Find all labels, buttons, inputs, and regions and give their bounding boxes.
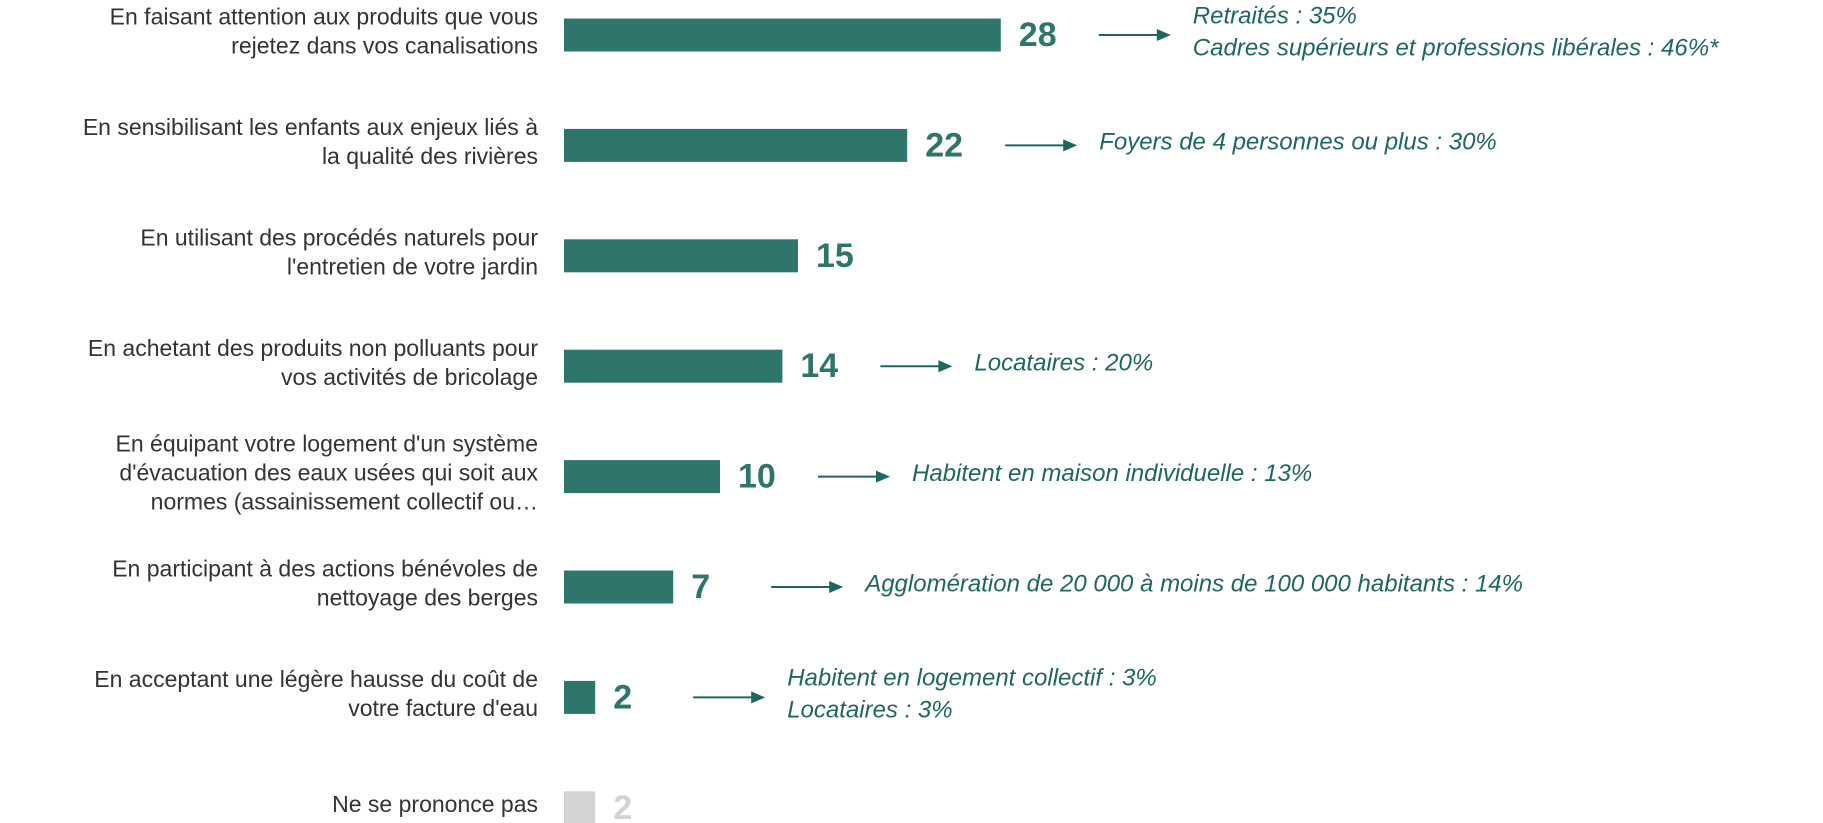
category-label: l'entretien de votre jardin [287, 253, 538, 279]
bar [564, 239, 798, 273]
value-label: 15 [816, 237, 854, 275]
annotation: Cadres supérieurs et professions libéral… [1193, 34, 1719, 61]
category-label: rejetez dans vos canalisations [231, 33, 538, 59]
category-label: nettoyage des berges [317, 585, 538, 611]
arrow-head [876, 470, 890, 483]
annotation: Locataires : 3% [787, 697, 952, 724]
annotation: Locataires : 20% [974, 350, 1153, 377]
category-label: En achetant des produits non polluants p… [88, 335, 538, 361]
arrow-head [751, 691, 766, 704]
value-label: 2 [613, 789, 632, 823]
category-label: votre facture d'eau [348, 695, 538, 721]
bar [564, 349, 783, 383]
arrow-head [1063, 139, 1078, 152]
category-label: En sensibilisant les enfants aux enjeux … [83, 114, 538, 140]
annotation: Foyers de 4 personnes ou plus : 30% [1099, 129, 1497, 156]
annotation: Habitent en maison individuelle : 13% [912, 460, 1312, 487]
bar [564, 680, 596, 714]
category-label: En acceptant une légère hausse du coût d… [94, 666, 538, 692]
value-label: 14 [800, 347, 838, 385]
category-label: vos activités de bricolage [281, 364, 538, 390]
bar [564, 460, 720, 494]
category-label: En équipant votre logement d'un système [116, 431, 538, 457]
category-label: d'évacuation des eaux usées qui soit aux [119, 460, 538, 486]
bar [564, 128, 908, 162]
annotation: Agglomération de 20 000 à moins de 100 0… [863, 570, 1523, 597]
arrow-head [1156, 29, 1171, 41]
category-label: la qualité des rivières [322, 143, 538, 169]
category-label: En utilisant des procédés naturels pour [140, 224, 538, 250]
category-label: En faisant attention aux produits que vo… [110, 4, 538, 30]
value-label: 22 [925, 126, 963, 164]
value-label: 28 [1019, 16, 1057, 54]
annotation: Habitent en logement collectif : 3% [787, 665, 1157, 692]
value-label: 10 [738, 458, 776, 496]
annotation: Retraités : 35% [1193, 2, 1357, 29]
category-label: En participant à des actions bénévoles d… [112, 556, 538, 582]
bar [564, 570, 674, 604]
arrow-head [938, 360, 953, 373]
value-label: 7 [691, 568, 710, 606]
category-label: Ne se prononce pas [332, 791, 538, 817]
arrow-head [829, 581, 844, 593]
category-label: normes (assainissement collectif ou… [151, 489, 538, 515]
value-label: 2 [613, 678, 632, 716]
bar [564, 791, 596, 823]
bar [564, 18, 1001, 52]
